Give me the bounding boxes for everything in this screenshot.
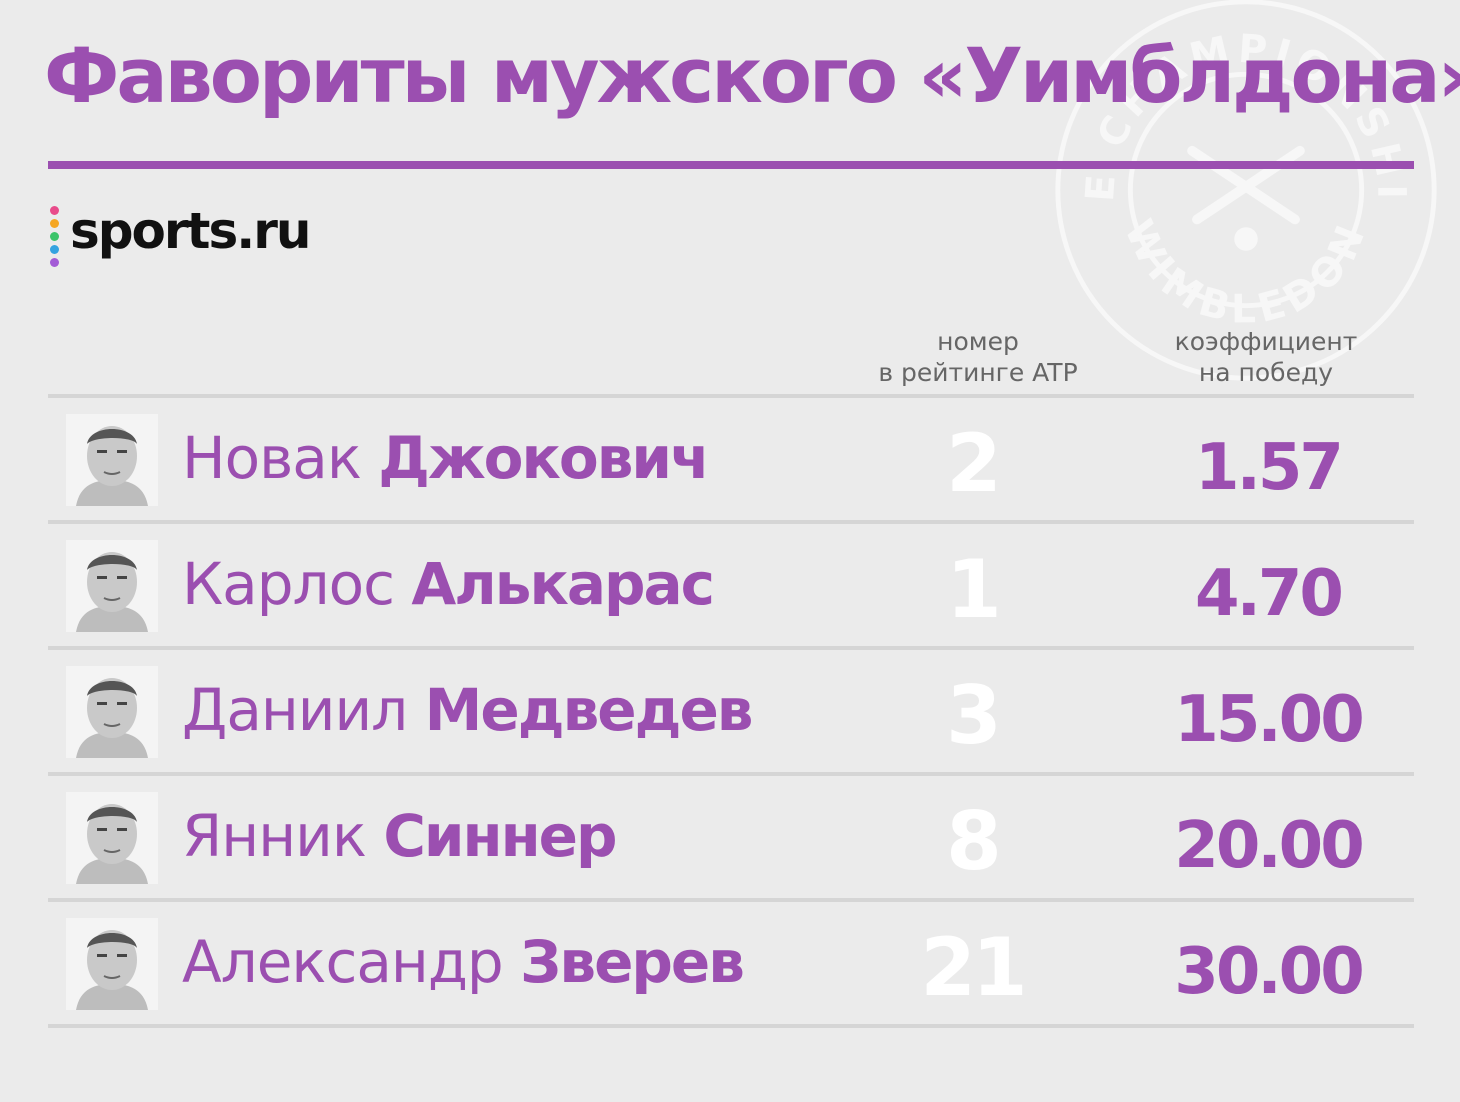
column-header-odds: коэффициент на победу bbox=[1138, 326, 1394, 388]
row-divider bbox=[48, 646, 1414, 650]
player-last-name: Алькарас bbox=[411, 550, 715, 618]
player-photo-icon bbox=[66, 918, 158, 1010]
logo-dot-2 bbox=[50, 219, 59, 228]
odds-value: 15.00 bbox=[1174, 683, 1364, 757]
player-name: Александр Зверев bbox=[182, 924, 745, 1000]
odds-value: 4.70 bbox=[1195, 557, 1344, 631]
player-photo-icon bbox=[66, 540, 158, 632]
atp-rank-value: 2 bbox=[946, 417, 1002, 510]
player-name: Новак Джокович bbox=[182, 420, 710, 496]
row-divider bbox=[48, 772, 1414, 776]
logo-dot-5 bbox=[50, 258, 59, 267]
column-header-odds-line-1: коэффициент bbox=[1174, 327, 1358, 356]
player-name: Карлос Алькарас bbox=[182, 546, 715, 622]
player-photo-icon bbox=[66, 414, 158, 506]
wimbledon-seal-logo: THE CHAMPIONSHIPS WIMBLEDON bbox=[1050, 0, 1437, 381]
column-header-rank-line-1: номер bbox=[937, 327, 1019, 356]
player-name: Даниил Медведев bbox=[182, 672, 754, 748]
sports-ru-logo: sports.ru bbox=[46, 204, 346, 274]
odds-value: 20.00 bbox=[1174, 809, 1364, 883]
player-last-name: Джокович bbox=[378, 424, 710, 492]
logo-dot-4 bbox=[50, 245, 59, 254]
row-divider bbox=[48, 394, 1414, 398]
logo-text: sports.ru bbox=[70, 202, 311, 260]
player-first-name: Новак bbox=[182, 424, 379, 492]
column-header-rank: номер в рейтинге ATP bbox=[858, 326, 1098, 388]
row-divider bbox=[48, 520, 1414, 524]
odds-value: 30.00 bbox=[1174, 935, 1364, 1009]
logo-dot-1 bbox=[50, 206, 59, 215]
row-divider bbox=[48, 1024, 1414, 1028]
atp-rank-value: 1 bbox=[946, 543, 1002, 636]
player-last-name: Медведев bbox=[424, 676, 754, 744]
player-first-name: Александр bbox=[182, 928, 521, 996]
player-name: Янник Синнер bbox=[182, 798, 618, 874]
table-row: Новак Джокович 2 1.57 bbox=[48, 398, 1414, 520]
player-first-name: Карлос bbox=[182, 550, 412, 618]
logo-dot-3 bbox=[50, 232, 59, 241]
table-row: Даниил Медведев 3 15.00 bbox=[48, 650, 1414, 772]
table-row: Александр Зверев 21 30.00 bbox=[48, 902, 1414, 1024]
atp-rank-value: 21 bbox=[920, 921, 1027, 1014]
atp-rank-value: 3 bbox=[946, 669, 1002, 762]
column-header-rank-line-2: в рейтинге ATP bbox=[878, 358, 1078, 387]
logo-dots-icon bbox=[50, 206, 62, 272]
row-divider bbox=[48, 898, 1414, 902]
column-header-odds-line-2: на победу bbox=[1198, 358, 1334, 387]
odds-value: 1.57 bbox=[1195, 431, 1344, 505]
table-row: Янник Синнер 8 20.00 bbox=[48, 776, 1414, 898]
title-underline bbox=[48, 161, 1414, 169]
player-last-name: Синнер bbox=[383, 802, 617, 870]
atp-rank-value: 8 bbox=[946, 795, 1002, 888]
player-photo-icon bbox=[66, 666, 158, 758]
player-last-name: Зверев bbox=[520, 928, 745, 996]
player-first-name: Даниил bbox=[182, 676, 425, 744]
page-title: Фавориты мужского «Уимблдона» bbox=[44, 31, 1460, 120]
player-photo-icon bbox=[66, 792, 158, 884]
table-row: Карлос Алькарас 1 4.70 bbox=[48, 524, 1414, 646]
player-first-name: Янник bbox=[182, 802, 384, 870]
